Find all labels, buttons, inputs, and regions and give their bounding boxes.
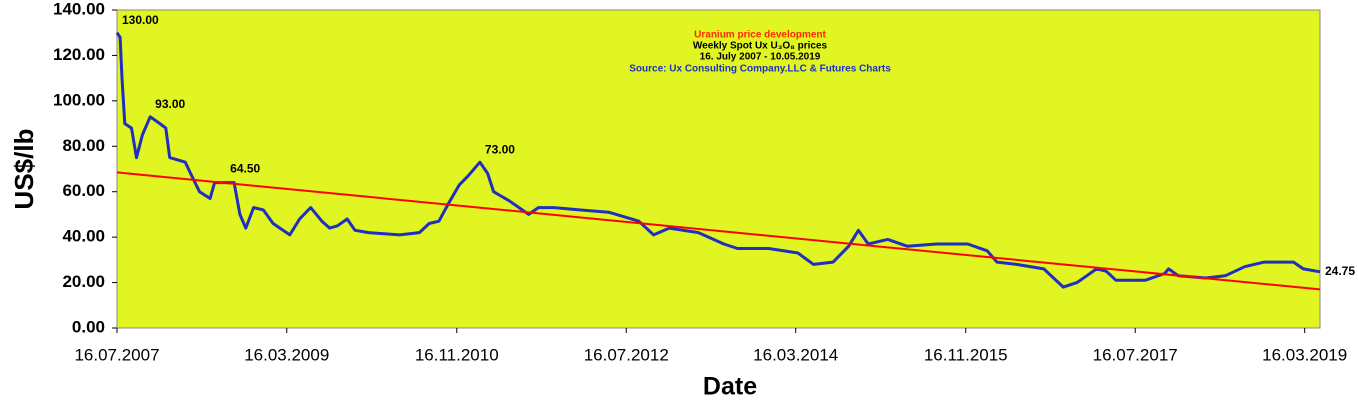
y-tick-label: 40.00 (62, 227, 105, 246)
annotation: 130.00 (122, 13, 159, 27)
y-tick-label: 80.00 (62, 136, 105, 155)
annotation: 64.50 (230, 162, 260, 176)
trend-line (116, 171, 1321, 291)
x-tick-label: 16.03.2014 (753, 345, 838, 364)
subtitle: 16. July 2007 - 10.05.2019 (700, 52, 821, 63)
annotation: 93.00 (155, 97, 185, 111)
annotation: 73.00 (485, 142, 515, 156)
x-tick-label: 16.07.2012 (584, 345, 669, 364)
x-tick-label: 16.07.2007 (74, 345, 159, 364)
x-tick-label: 16.11.2015 (924, 345, 1008, 364)
y-tick-label: 60.00 (62, 181, 105, 200)
x-tick-label: 16.03.2009 (244, 345, 329, 364)
y-axis-label: US$/lb (9, 129, 39, 210)
chart-title: Uranium price development (694, 30, 826, 41)
y-tick-label: 120.00 (53, 45, 105, 64)
x-axis-label: Date (703, 373, 757, 400)
subtitle: Source: Ux Consulting Company.LLC & Futu… (629, 64, 891, 75)
subtitle: Weekly Spot Ux U₃O₈ prices (693, 41, 828, 52)
x-tick-label: 16.03.2019 (1262, 345, 1347, 364)
plot-area (116, 9, 1321, 329)
y-tick-label: 0.00 (72, 317, 105, 336)
price-line (115, 31, 1321, 289)
y-tick-label: 20.00 (62, 272, 105, 291)
y-tick-label: 100.00 (53, 90, 105, 109)
x-tick-label: 16.07.2017 (1093, 345, 1178, 364)
annotation: 24.75 (1325, 264, 1355, 278)
y-tick-label: 140.00 (53, 0, 105, 18)
x-tick-label: 16.11.2010 (415, 345, 499, 364)
